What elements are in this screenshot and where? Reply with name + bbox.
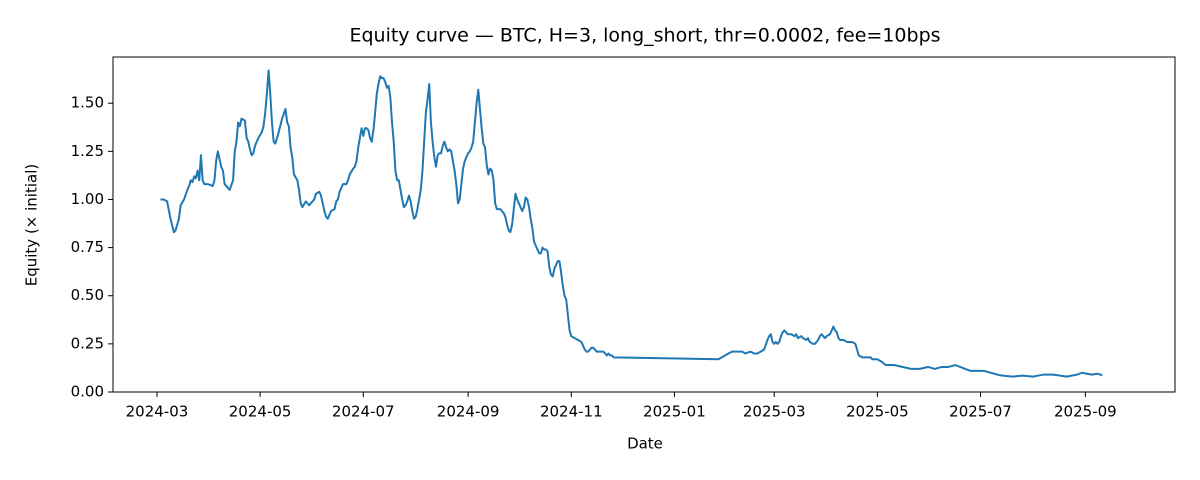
x-tick-label: 2025-01	[643, 403, 706, 421]
y-tick-label: 1.50	[71, 94, 104, 112]
x-axis-label: Date	[627, 435, 663, 453]
plot-frame	[112, 56, 1176, 393]
y-tick-label: 0.00	[71, 383, 104, 401]
x-tick-label: 2024-11	[540, 403, 603, 421]
x-tick-label: 2024-03	[126, 403, 189, 421]
x-tick-label: 2025-05	[846, 403, 909, 421]
x-tick-label: 2025-03	[743, 403, 806, 421]
x-tick-label: 2024-09	[437, 403, 500, 421]
y-tick-label: 0.75	[71, 238, 104, 256]
y-tick-label: 0.50	[71, 286, 104, 304]
y-tick-label: 0.25	[71, 334, 104, 352]
chart-title: Equity curve — BTC, H=3, long_short, thr…	[349, 25, 940, 47]
x-tick-label: 2025-09	[1054, 403, 1117, 421]
y-axis-label: Equity (× initial)	[23, 164, 41, 287]
line	[160, 69, 1103, 378]
x-tick-label: 2024-07	[332, 403, 395, 421]
y-tick-label: 1.25	[71, 142, 104, 160]
x-tick-label: 2024-05	[229, 403, 292, 421]
x-tick-label: 2025-07	[949, 403, 1012, 421]
y-tick-label: 1.00	[71, 190, 104, 208]
